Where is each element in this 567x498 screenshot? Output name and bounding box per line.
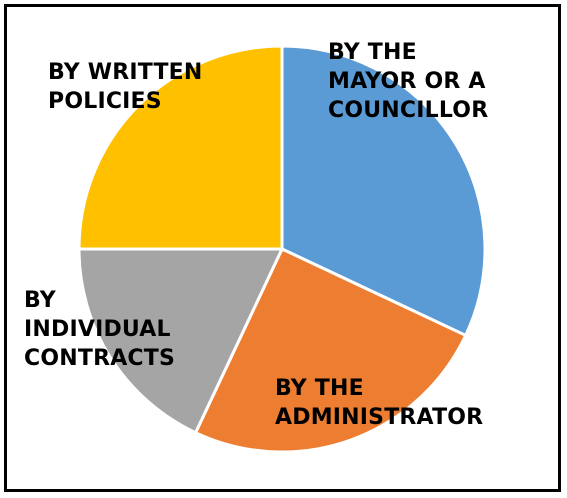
- pie-slice-administrator: [194, 247, 468, 454]
- slice-label-administrator: BY THE ADMINISTRATOR: [275, 376, 484, 430]
- slice-label-individual-contracts: BY INDIVIDUAL CONTRACTS: [24, 288, 176, 371]
- pie-slice-written-policies: [77, 44, 284, 251]
- pie-slice-individual-contracts: [77, 247, 284, 435]
- pie-slice-mayor-or-councillor: [280, 44, 487, 337]
- slice-label-mayor-or-councillor: BY THE MAYOR OR A COUNCILLOR: [328, 40, 489, 123]
- slice-label-written-policies: BY WRITTEN POLICIES: [48, 60, 203, 114]
- pie-slices: [77, 44, 487, 454]
